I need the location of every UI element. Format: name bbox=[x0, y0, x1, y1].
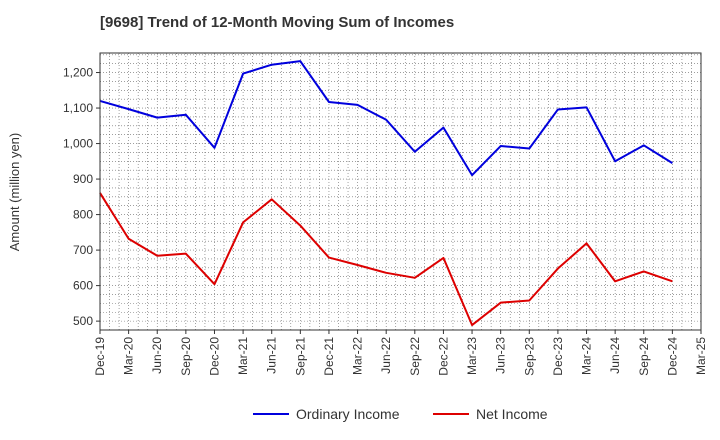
x-tick-label: Mar-21 bbox=[236, 337, 250, 375]
y-tick-label: 1,000 bbox=[63, 137, 93, 151]
x-tick-label: Jun-23 bbox=[494, 337, 508, 374]
x-tick-label: Mar-25 bbox=[694, 337, 708, 375]
x-tick-label: Jun-21 bbox=[265, 337, 279, 374]
x-tick-label: Mar-23 bbox=[465, 337, 479, 375]
series-line-ordinary-income bbox=[99, 60, 673, 177]
x-tick-label: Sep-22 bbox=[408, 337, 422, 376]
legend: Ordinary Income Net Income bbox=[253, 406, 548, 422]
x-tick-label: Sep-24 bbox=[637, 337, 651, 376]
grid-lines bbox=[100, 53, 701, 330]
series-lines bbox=[99, 60, 673, 327]
x-tick-label: Jun-22 bbox=[379, 337, 393, 374]
series-line-net-income bbox=[99, 192, 673, 327]
x-tick-label: Dec-19 bbox=[93, 337, 107, 376]
x-tick-label: Dec-24 bbox=[665, 337, 679, 376]
x-tick-label: Dec-23 bbox=[551, 337, 565, 376]
y-tick-label: 800 bbox=[73, 208, 93, 222]
x-tick-label: Sep-21 bbox=[293, 337, 307, 376]
y-tick-label: 500 bbox=[73, 314, 93, 328]
y-tick-label: 1,200 bbox=[63, 66, 93, 80]
x-tick-label: Mar-20 bbox=[122, 337, 136, 375]
y-tick-label: 600 bbox=[73, 279, 93, 293]
legend-label: Ordinary Income bbox=[296, 406, 400, 422]
chart-title: [9698] Trend of 12-Month Moving Sum of I… bbox=[100, 14, 455, 31]
x-tick-label: Mar-24 bbox=[580, 337, 594, 375]
legend-label: Net Income bbox=[476, 406, 548, 422]
y-tick-label: 900 bbox=[73, 172, 93, 186]
x-tick-label: Sep-23 bbox=[522, 337, 536, 376]
x-axis-ticks: Dec-19 Mar-20 Jun-20 Sep-20 Dec-20 Mar-21 Jun-… bbox=[93, 330, 708, 376]
y-axis-title: Amount (million yen) bbox=[7, 133, 22, 252]
x-tick-label: Dec-22 bbox=[436, 337, 450, 376]
x-tick-label: Mar-22 bbox=[351, 337, 365, 375]
x-tick-label: Dec-20 bbox=[207, 337, 221, 376]
plot-frame bbox=[99, 52, 702, 331]
y-tick-label: 700 bbox=[73, 243, 93, 257]
y-axis-ticks: 500 600 700 800 900 1,000 1,100 1,200 bbox=[63, 66, 100, 328]
x-tick-label: Jun-20 bbox=[150, 337, 164, 374]
x-tick-label: Sep-20 bbox=[179, 337, 193, 376]
y-tick-label: 1,100 bbox=[63, 101, 93, 115]
x-tick-label: Jun-24 bbox=[608, 337, 622, 374]
x-tick-label: Dec-21 bbox=[322, 337, 336, 376]
